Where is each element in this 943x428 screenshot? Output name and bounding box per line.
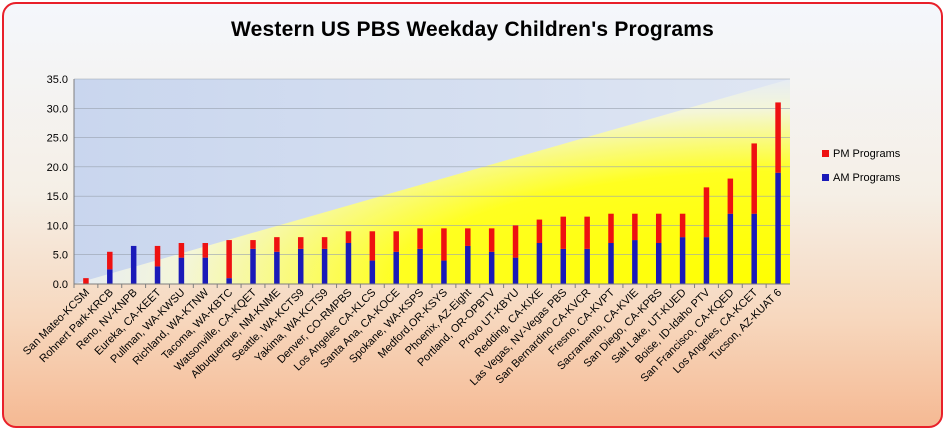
bar-am [512,257,519,284]
grid [74,78,790,256]
bar-am [560,248,567,284]
bar-am [226,278,232,284]
bar-am [130,245,137,284]
bar-am [417,248,423,284]
bar-am [297,248,304,284]
y-tick-label: 35.0 [47,74,68,86]
legend: PM Programs AM Programs [822,148,901,184]
bar-am [154,266,161,284]
bar-pm [536,219,543,243]
bar-am [393,251,399,284]
bar-am [321,248,328,284]
bar-pm [608,213,614,243]
bar-am [655,243,662,284]
y-tick-label: 30.0 [47,103,68,115]
y-tick-label: 20.0 [47,162,68,174]
bar-am [632,240,638,284]
bar-pm [250,240,256,249]
bar-pm [226,240,232,279]
bar-pm [107,251,113,270]
bar-am [465,245,471,284]
bar-am [107,269,113,284]
bars [83,102,781,284]
bar-pm [584,216,590,249]
legend-label: PM Programs [833,148,901,160]
y-tick-label: 25.0 [47,133,68,145]
bar-am [202,257,209,284]
bar-am [679,237,686,284]
bar-am [488,251,495,284]
y-tick-label: 10.0 [47,220,68,232]
bar-pm [83,278,89,284]
bar-am [584,248,590,284]
bar-pm [369,231,376,261]
bar-pm [632,213,638,241]
bar-am [703,237,710,284]
bar-pm [512,225,519,258]
y-tick-label: 5.0 [53,250,68,262]
bar-pm [679,213,686,238]
bar-pm [703,187,710,238]
bar-pm [727,178,734,214]
bar-pm [465,228,471,246]
y-tick-label: 15.0 [47,191,68,203]
bar-pm [775,102,781,173]
bar-pm [488,228,495,252]
bar-pm [655,213,662,243]
bar-am [536,243,543,284]
bar-pm [154,245,161,267]
bar-am [250,248,256,284]
bar-pm [417,228,423,249]
bar-pm [178,243,185,258]
bar-pm [560,216,567,249]
bar-pm [751,143,757,214]
legend-swatch [822,174,829,181]
bar-pm [274,237,280,252]
bar-am [178,257,185,284]
bar-am [775,172,781,284]
y-tick-label: 0.0 [53,279,68,291]
bar-am [274,251,280,284]
bar-am [369,260,376,284]
bar-pm [441,228,447,261]
bar-am [608,243,614,284]
bar-pm [393,231,399,252]
legend-swatch [822,150,829,157]
bar-am [751,213,757,284]
bar-pm [297,237,304,249]
bar-pm [345,231,352,243]
legend-label: AM Programs [833,172,901,184]
bar-pm [202,243,209,258]
bar-am [345,243,352,284]
bar-pm [321,237,328,249]
chart-title: Western US PBS Weekday Children's Progra… [231,18,714,41]
bar-am [727,213,734,284]
bar-am [441,260,447,284]
